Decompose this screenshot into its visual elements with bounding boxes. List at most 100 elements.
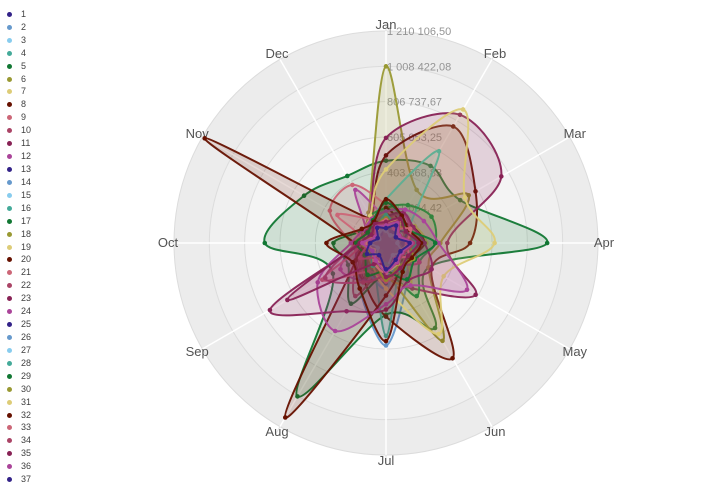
series-29-point-jan[interactable] [383, 200, 389, 206]
series-37-point-mar[interactable] [393, 235, 399, 240]
series-5-point-feb[interactable] [428, 163, 433, 169]
series-8-point-jan[interactable] [383, 153, 389, 158]
series-15-point-may[interactable] [394, 246, 399, 252]
series-5-point-mar[interactable] [457, 197, 463, 203]
series-9-point-nov[interactable] [327, 208, 333, 213]
series-23-point-apr[interactable] [422, 240, 427, 246]
legend-item-12[interactable]: 12 [4, 150, 31, 163]
legend-item-3[interactable]: 3 [4, 34, 31, 47]
legend-item-8[interactable]: 8 [4, 98, 31, 111]
series-8-point-mar[interactable] [473, 189, 478, 194]
legend-item-1[interactable]: 1 [4, 8, 31, 21]
series-37-point-aug[interactable] [376, 252, 382, 258]
series-17-point-feb[interactable] [405, 202, 411, 208]
series-35-point-jun[interactable] [398, 265, 403, 271]
series-27-point-apr[interactable] [395, 240, 400, 246]
series-17-point-oct[interactable] [331, 240, 336, 246]
series-6-point-jun[interactable] [440, 338, 445, 344]
legend-item-4[interactable]: 4 [4, 47, 31, 60]
series-22-point-sep[interactable] [323, 275, 328, 281]
series-32-point-may[interactable] [409, 255, 415, 261]
series-28-point-jan[interactable] [383, 212, 389, 218]
series-29-point-apr[interactable] [432, 240, 438, 246]
legend-item-19[interactable]: 19 [4, 241, 31, 254]
series-36-point-oct[interactable] [360, 240, 365, 246]
series-25-point-apr[interactable] [400, 240, 405, 246]
series-19-point-may[interactable] [441, 273, 446, 279]
series-8-point-jun[interactable] [450, 356, 455, 361]
series-5-point-aug[interactable] [295, 394, 300, 399]
series-19-point-jan[interactable] [383, 167, 389, 172]
series-24-point-jan[interactable] [383, 209, 389, 214]
series-35-point-jul[interactable] [383, 274, 389, 280]
series-11-point-jan[interactable] [383, 135, 389, 141]
series-20-point-jul[interactable] [383, 293, 389, 298]
series-20-point-jan[interactable] [383, 205, 389, 211]
series-6-point-mar[interactable] [466, 192, 471, 198]
legend-item-17[interactable]: 17 [4, 215, 31, 228]
legend-item-34[interactable]: 34 [4, 434, 31, 447]
legend-item-26[interactable]: 26 [4, 331, 31, 344]
legend-item-37[interactable]: 37 [4, 473, 31, 486]
series-22-point-aug[interactable] [360, 280, 366, 285]
series-37-point-jan[interactable] [383, 225, 389, 231]
series-6-point-jan[interactable] [383, 64, 389, 69]
series-32-point-jan[interactable] [383, 196, 389, 202]
series-5-point-jun[interactable] [432, 325, 438, 331]
series-35-point-may[interactable] [405, 253, 411, 259]
series-5-point-apr[interactable] [544, 240, 550, 246]
legend-item-27[interactable]: 27 [4, 344, 31, 357]
legend-item-33[interactable]: 33 [4, 422, 31, 435]
series-24-point-jun[interactable] [408, 283, 413, 288]
series-35-point-mar[interactable] [403, 229, 409, 234]
series-35-point-apr[interactable] [416, 240, 421, 246]
series-28-point-jul[interactable] [383, 261, 389, 267]
series-23-point-sep[interactable] [267, 307, 273, 313]
series-36-point-sep[interactable] [370, 248, 375, 254]
series-36-point-aug[interactable] [373, 258, 379, 263]
series-10-point-aug[interactable] [353, 293, 358, 299]
series-27-point-jun[interactable] [390, 252, 396, 258]
series-8-point-apr[interactable] [467, 240, 473, 246]
legend-item-5[interactable]: 5 [4, 60, 31, 73]
series-24-point-feb[interactable] [402, 207, 408, 212]
series-34-point-sep[interactable] [357, 255, 363, 261]
legend-item-24[interactable]: 24 [4, 305, 31, 318]
series-35-point-aug[interactable] [371, 261, 377, 267]
series-11-point-apr[interactable] [445, 240, 450, 246]
legend-item-30[interactable]: 30 [4, 383, 31, 396]
series-32-point-jun[interactable] [400, 269, 405, 275]
series-19-point-jul[interactable] [383, 286, 389, 291]
series-24-point-oct[interactable] [348, 240, 354, 246]
legend-item-28[interactable]: 28 [4, 357, 31, 370]
series-5-point-jan[interactable] [383, 158, 389, 163]
series-33-point-mar[interactable] [407, 226, 413, 232]
legend-item-25[interactable]: 25 [4, 318, 31, 331]
series-37-point-may[interactable] [398, 249, 403, 254]
legend-item-22[interactable]: 22 [4, 279, 31, 292]
series-11-point-may[interactable] [473, 292, 478, 298]
series-23-point-jul[interactable] [383, 307, 389, 312]
series-17-point-jun[interactable] [414, 293, 419, 299]
series-8-point-feb[interactable] [450, 124, 456, 129]
series-27-point-sep[interactable] [375, 245, 380, 251]
legend-item-15[interactable]: 15 [4, 189, 31, 202]
series-21-point-nov[interactable] [335, 212, 340, 218]
series-19-point-mar[interactable] [462, 195, 468, 200]
series-35-point-feb[interactable] [397, 216, 403, 222]
series-11-point-mar[interactable] [499, 174, 504, 179]
legend-item-6[interactable]: 6 [4, 73, 31, 86]
series-29-point-jun[interactable] [404, 277, 410, 282]
series-32-point-sep[interactable] [350, 259, 355, 265]
legend-item-31[interactable]: 31 [4, 396, 31, 409]
legend-item-32[interactable]: 32 [4, 409, 31, 422]
series-27-point-feb[interactable] [388, 233, 393, 238]
series-16-point-jul[interactable] [383, 333, 389, 339]
series-17-point-mar[interactable] [429, 214, 434, 220]
series-20-point-nov[interactable] [202, 136, 207, 141]
series-17-point-sep[interactable] [345, 262, 351, 268]
series-32-point-aug[interactable] [357, 286, 363, 291]
series-37-point-oct[interactable] [367, 240, 373, 246]
series-37-point-jul[interactable] [383, 266, 389, 272]
legend-item-35[interactable]: 35 [4, 447, 31, 460]
